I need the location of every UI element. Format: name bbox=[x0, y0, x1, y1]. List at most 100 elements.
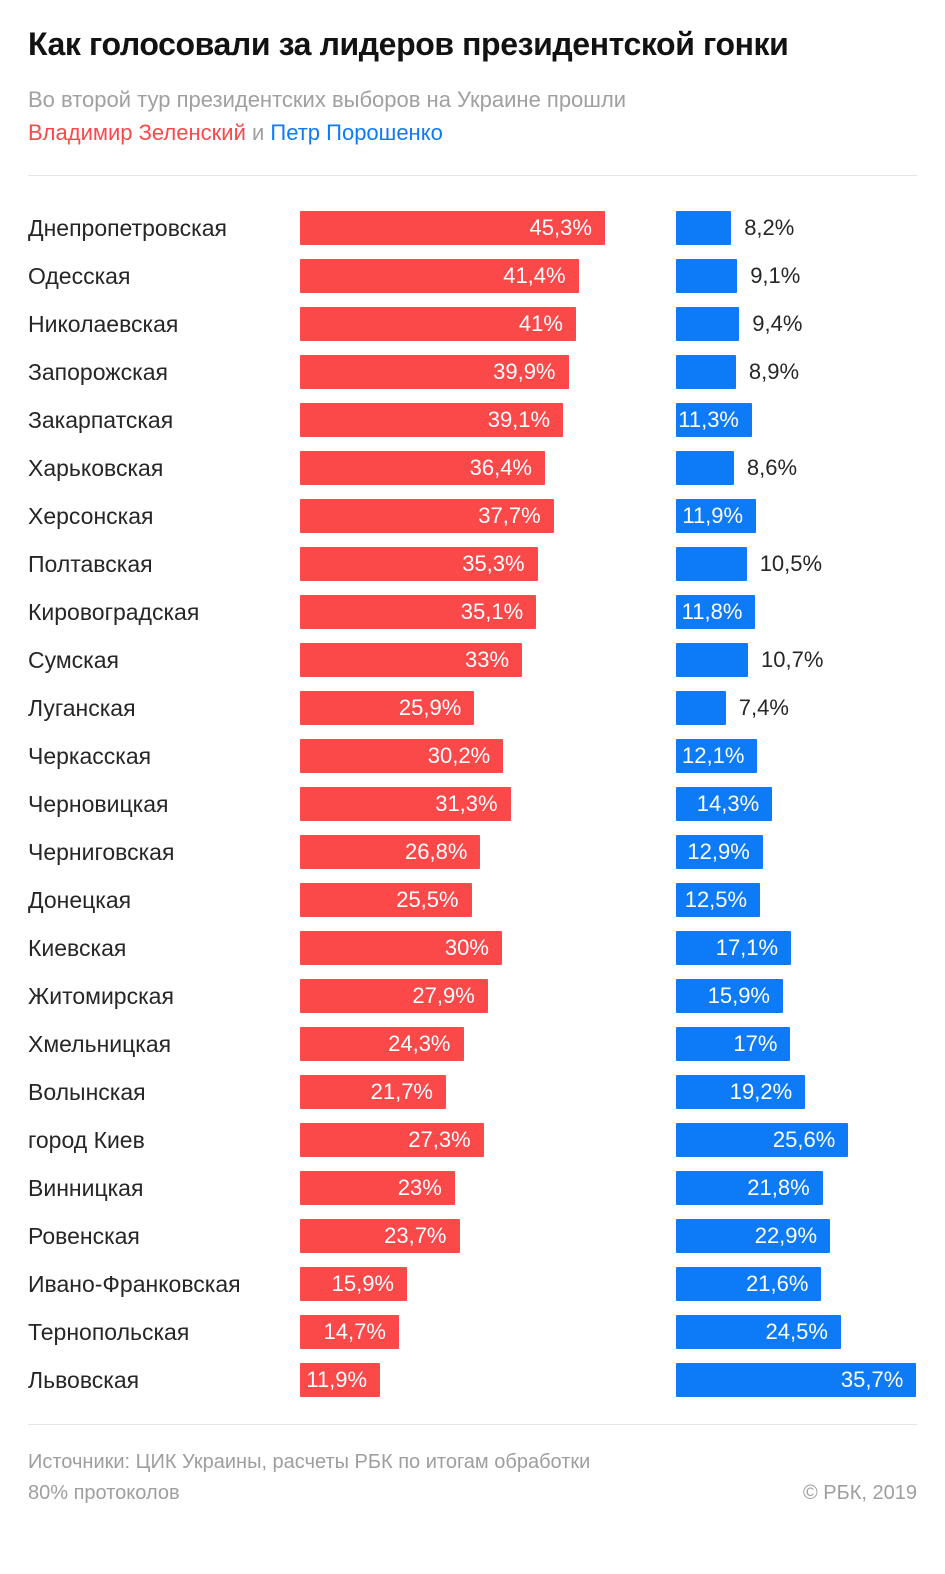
source-line-2: 80% протоколов bbox=[28, 1482, 180, 1504]
region-label: Закарпатская bbox=[28, 406, 174, 433]
poroshenko-bar bbox=[676, 355, 736, 389]
poroshenko-bar-zone: 11,8% bbox=[676, 595, 917, 629]
poroshenko-value-label: 8,9% bbox=[748, 359, 800, 384]
zelensky-bar-zone: 39,9% bbox=[300, 355, 676, 389]
header-divider bbox=[28, 175, 917, 176]
zelensky-bar-zone: 25,9% bbox=[300, 691, 676, 725]
poroshenko-bar-zone: 35,7% bbox=[676, 1363, 917, 1397]
zelensky-value-label: 31,3% bbox=[435, 791, 498, 816]
zelensky-value-label: 30,2% bbox=[427, 743, 491, 768]
poroshenko-bar bbox=[676, 259, 738, 293]
poroshenko-bar-zone: 24,5% bbox=[676, 1315, 917, 1349]
poroshenko-value-label: 17,1% bbox=[715, 935, 779, 960]
zelensky-bar: 25,9% bbox=[300, 691, 475, 725]
subtitle: Во второй тур президентских выборов на У… bbox=[28, 83, 917, 149]
infographic-page: Как голосовали за лидеров президентской … bbox=[0, 24, 945, 1535]
poroshenko-bar-zone: 7,4% bbox=[676, 691, 917, 725]
zelensky-value-label: 27,9% bbox=[412, 983, 475, 1008]
poroshenko-value-label: 10,5% bbox=[759, 551, 823, 576]
poroshenko-bar-zone: 12,9% bbox=[676, 835, 917, 869]
chart-row: Черкасская 30,2% 12,1% bbox=[28, 732, 917, 780]
zelensky-value-label: 35,3% bbox=[462, 551, 525, 576]
poroshenko-value-label: 11,3% bbox=[678, 407, 739, 432]
poroshenko-bar-zone: 12,1% bbox=[676, 739, 917, 773]
poroshenko-value-label: 11,8% bbox=[681, 599, 743, 624]
zelensky-bar: 26,8% bbox=[300, 835, 481, 869]
poroshenko-value-label: 21,6% bbox=[746, 1271, 809, 1296]
chart-row: Луганская 25,9% 7,4% bbox=[28, 684, 917, 732]
zelensky-bar-zone: 45,3% bbox=[300, 211, 676, 245]
zelensky-bar: 15,9% bbox=[300, 1267, 407, 1301]
zelensky-value-label: 33% bbox=[465, 647, 510, 672]
zelensky-value-label: 37,7% bbox=[478, 503, 541, 528]
poroshenko-bar-zone: 9,1% bbox=[676, 259, 917, 293]
poroshenko-bar: 17% bbox=[676, 1027, 791, 1061]
zelensky-bar-zone: 36,4% bbox=[300, 451, 676, 485]
poroshenko-bar-zone: 11,9% bbox=[676, 499, 917, 533]
zelensky-value-label: 36,4% bbox=[469, 455, 532, 480]
zelensky-bar-zone: 39,1% bbox=[300, 403, 676, 437]
zelensky-bar: 14,7% bbox=[300, 1315, 399, 1349]
poroshenko-bar: 24,5% bbox=[676, 1315, 841, 1349]
chart-row: Ивано-Франковская 15,9% 21,6% bbox=[28, 1260, 917, 1308]
poroshenko-bar bbox=[676, 547, 747, 581]
zelensky-value-label: 30% bbox=[444, 935, 489, 960]
zelensky-bar: 41% bbox=[300, 307, 576, 341]
zelensky-value-label: 15,9% bbox=[331, 1271, 394, 1296]
region-label: Тернопольская bbox=[28, 1318, 190, 1345]
region-label: Львовская bbox=[28, 1366, 140, 1393]
zelensky-bar-zone: 35,3% bbox=[300, 547, 676, 581]
subtitle-prefix: Во второй тур президентских выборов на У… bbox=[28, 87, 627, 112]
subtitle-conjunction: и bbox=[251, 120, 265, 145]
zelensky-value-label: 41,4% bbox=[503, 263, 566, 288]
chart-row: Черновицкая 31,3% 14,3% bbox=[28, 780, 917, 828]
chart-row: Запорожская 39,9% 8,9% bbox=[28, 348, 917, 396]
region-label: Ивано-Франковская bbox=[28, 1270, 241, 1297]
poroshenko-bar-zone: 17,1% bbox=[676, 931, 917, 965]
zelensky-value-label: 11,9% bbox=[306, 1367, 368, 1392]
poroshenko-bar-zone: 10,5% bbox=[676, 547, 917, 581]
poroshenko-bar: 12,9% bbox=[676, 835, 763, 869]
zelensky-bar: 25,5% bbox=[300, 883, 472, 917]
poroshenko-value-label: 35,7% bbox=[840, 1367, 904, 1392]
poroshenko-bar-zone: 14,3% bbox=[676, 787, 917, 821]
poroshenko-bar: 11,3% bbox=[676, 403, 752, 437]
zelensky-bar: 41,4% bbox=[300, 259, 579, 293]
zelensky-value-label: 23% bbox=[397, 1175, 442, 1200]
poroshenko-bar: 14,3% bbox=[676, 787, 773, 821]
page-title: Как голосовали за лидеров президентской … bbox=[28, 26, 789, 62]
zelensky-bar: 11,9% bbox=[300, 1363, 381, 1397]
zelensky-bar: 31,3% bbox=[300, 787, 511, 821]
zelensky-bar-zone: 30,2% bbox=[300, 739, 676, 773]
poroshenko-bar-zone: 25,6% bbox=[676, 1123, 917, 1157]
zelensky-bar: 23% bbox=[300, 1171, 455, 1205]
chart-row: Николаевская 41% 9,4% bbox=[28, 300, 917, 348]
chart-row: Одесская 41,4% 9,1% bbox=[28, 252, 917, 300]
poroshenko-value-label: 9,1% bbox=[750, 263, 801, 288]
zelensky-value-label: 27,3% bbox=[408, 1127, 471, 1152]
region-label: Кировоградская bbox=[28, 598, 200, 625]
region-label: Киевская bbox=[28, 934, 127, 961]
poroshenko-bar: 35,7% bbox=[676, 1363, 917, 1397]
chart-row: Винницкая 23% 21,8% bbox=[28, 1164, 917, 1212]
footer-divider bbox=[28, 1424, 917, 1425]
poroshenko-bar: 21,8% bbox=[676, 1171, 823, 1205]
zelensky-bar: 27,3% bbox=[300, 1123, 484, 1157]
poroshenko-value-label: 8,2% bbox=[744, 215, 795, 240]
poroshenko-value-label: 24,5% bbox=[765, 1319, 828, 1344]
zelensky-bar: 35,1% bbox=[300, 595, 537, 629]
region-label: Ровенская bbox=[28, 1222, 140, 1249]
poroshenko-bar bbox=[676, 307, 740, 341]
region-label: Луганская bbox=[28, 694, 136, 721]
poroshenko-value-label: 10,7% bbox=[761, 647, 824, 672]
chart-row: Харьковская 36,4% 8,6% bbox=[28, 444, 917, 492]
zelensky-value-label: 26,8% bbox=[405, 839, 468, 864]
zelensky-bar-zone: 11,9% bbox=[300, 1363, 676, 1397]
poroshenko-bar: 21,6% bbox=[676, 1267, 822, 1301]
copyright: © РБК, 2019 bbox=[802, 1482, 917, 1504]
poroshenko-bar-zone: 17% bbox=[676, 1027, 917, 1061]
chart-row: Полтавская 35,3% 10,5% bbox=[28, 540, 917, 588]
poroshenko-bar: 11,9% bbox=[676, 499, 757, 533]
region-label: Днепропетровская bbox=[28, 214, 227, 241]
region-label: Хмельницкая bbox=[28, 1030, 172, 1057]
